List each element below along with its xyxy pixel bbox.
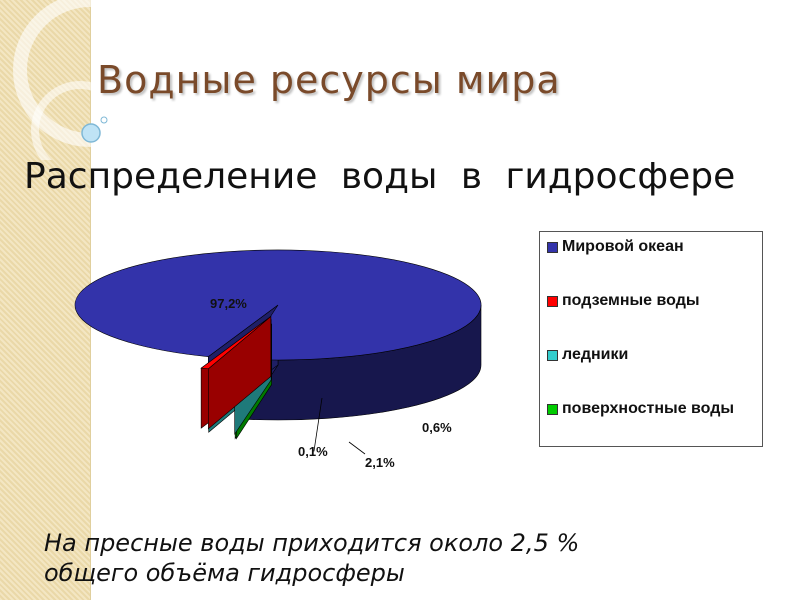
data-label: 2,1% xyxy=(365,455,395,470)
footnote: На пресные воды приходится около 2,5 % о… xyxy=(44,528,764,588)
data-label: 0,6% xyxy=(422,420,452,435)
legend-label: подземные воды xyxy=(562,292,700,309)
pie-slice xyxy=(200,315,272,430)
data-label: 0,1% xyxy=(298,444,328,459)
chart-legend: Мировой океан подземные воды ледники пов… xyxy=(539,231,763,447)
legend-swatch xyxy=(547,296,558,307)
legend-item: Мировой океан xyxy=(547,237,757,257)
legend-label: ледники xyxy=(562,346,629,363)
legend-label: поверхностные воды xyxy=(562,400,735,417)
legend-item: поверхностные воды xyxy=(547,399,757,419)
slide-subtitle: Распределение воды в гидросфере xyxy=(24,156,736,197)
bubble-icon xyxy=(81,123,101,143)
legend-label: Мировой океан xyxy=(562,238,684,255)
pie-slice xyxy=(74,249,482,421)
footnote-line: общего объёма гидросферы xyxy=(44,559,405,587)
slide-title: Водные ресурсы мира xyxy=(97,58,561,102)
legend-swatch xyxy=(547,404,558,415)
data-label-leader xyxy=(348,441,366,455)
data-label: 97,2% xyxy=(210,296,247,311)
legend-item: ледники xyxy=(547,345,757,365)
legend-swatch xyxy=(547,242,558,253)
decorative-rings xyxy=(13,0,150,160)
legend-item: подземные воды xyxy=(547,291,757,311)
data-label-leader xyxy=(312,397,323,452)
legend-swatch xyxy=(547,350,558,361)
footnote-line: На пресные воды приходится около 2,5 % xyxy=(44,529,580,557)
pie-chart: 97,2% 0,6% 2,1% 0,1% xyxy=(74,249,482,470)
